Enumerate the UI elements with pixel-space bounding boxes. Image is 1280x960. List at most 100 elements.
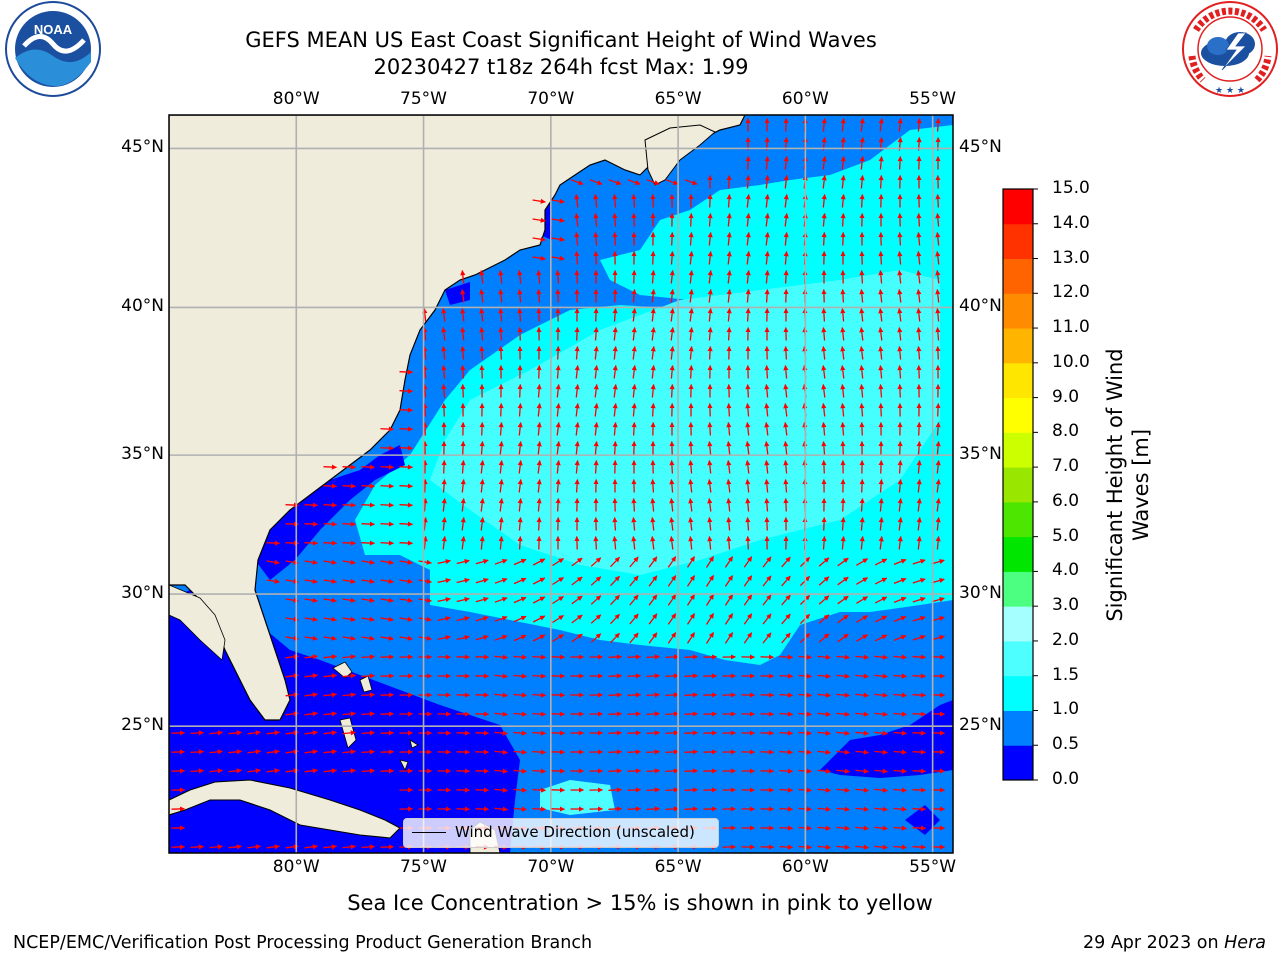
wave-direction-arrow [612,307,618,322]
colorbar-segment [1003,675,1033,711]
wave-direction-arrow [686,575,696,587]
wave-direction-arrow [441,402,447,417]
wave-direction-arrow [441,326,447,341]
wave-direction-arrow [422,326,428,341]
wave-direction-arrow [460,497,466,512]
wave-direction-arrow [818,595,830,605]
wave-direction-arrow [593,212,599,227]
wave-direction-arrow [380,616,394,622]
wave-direction-arrow [593,307,599,322]
colorbar-tick-label: 0.0 [1052,769,1080,789]
wave-direction-arrow [893,654,908,660]
wave-direction-arrow [897,269,903,284]
wave-direction-arrow [494,787,509,793]
wave-direction-arrow [479,326,485,341]
wave-direction-arrow [707,269,713,284]
map-tick-label: 55°W [909,89,957,109]
wave-direction-arrow [855,787,870,793]
wave-direction-arrow [361,616,375,622]
wave-direction-arrow [840,117,846,132]
wave-direction-arrow [856,558,869,566]
wave-direction-arrow [608,749,623,755]
wave-direction-arrow [665,692,680,698]
wave-direction-arrow [517,402,523,417]
wave-direction-arrow [764,193,770,208]
wave-direction-arrow [304,749,319,755]
wave-direction-arrow [726,478,732,493]
wave-direction-arrow [646,654,661,660]
wave-direction-arrow [650,250,656,265]
wave-direction-arrow [593,440,599,455]
wave-direction-arrow [916,440,922,455]
wave-direction-arrow [840,345,846,360]
wave-direction-arrow [593,250,599,265]
wave-direction-arrow [688,478,694,493]
wave-direction-arrow [707,421,713,436]
wave-direction-arrow [627,787,642,793]
wave-direction-arrow [399,597,413,603]
wave-direction-arrow [266,559,280,565]
nws-logo-icon: ★ ★ ★ [1182,1,1278,97]
colorbar-tick-label: 14.0 [1052,212,1090,233]
wave-direction-arrow [441,516,447,531]
wave-direction-arrow [460,440,466,455]
wave-direction-arrow [935,459,941,474]
wave-direction-arrow [456,597,470,603]
map-tick-label: 70°W [527,89,575,109]
wave-direction-arrow [743,632,753,644]
wave-direction-arrow [783,440,789,455]
wave-direction-arrow [304,654,319,660]
wave-direction-arrow [475,559,489,565]
wave-direction-arrow [498,326,504,341]
wave-direction-arrow [667,575,677,587]
wave-direction-arrow [422,345,428,360]
wave-direction-arrow [479,269,485,284]
wave-direction-arrow [764,269,770,284]
wave-direction-arrow [593,402,599,417]
wave-direction-arrow [707,516,713,531]
colorbar-segment [1003,397,1033,433]
wave-direction-arrow [762,556,772,568]
wave-direction-arrow [228,768,243,774]
wave-direction-arrow [893,806,908,812]
wave-direction-arrow [745,402,751,417]
wave-direction-arrow [859,307,865,322]
wave-direction-arrow [859,117,865,132]
wave-direction-arrow [513,768,528,774]
wave-direction-arrow [783,269,789,284]
wave-direction-arrow [726,440,732,455]
wave-direction-arrow [779,787,794,793]
wave-direction-arrow [323,578,337,584]
wave-direction-arrow [380,464,395,470]
wave-direction-arrow [571,633,583,643]
colorbar-segment [1003,432,1033,468]
wave-direction-arrow [836,768,851,774]
wave-direction-arrow [399,388,414,394]
wave-direction-arrow [724,613,734,625]
wave-direction-arrow [667,613,677,625]
wave-direction-arrow [650,516,656,531]
wave-direction-arrow [631,193,637,208]
wave-direction-arrow [646,787,661,793]
wave-direction-arrow [840,307,846,322]
wave-direction-arrow [513,615,527,623]
wave-direction-arrow [783,364,789,379]
colorbar [1003,188,1038,781]
wave-direction-arrow [342,521,357,527]
wave-direction-arrow [684,711,699,717]
colorbar-tick-label: 8.0 [1052,421,1080,442]
wave-direction-arrow [764,364,770,379]
wave-direction-arrow [836,673,851,679]
wave-direction-arrow [494,654,509,660]
wave-direction-arrow [532,236,546,242]
wave-direction-arrow [498,440,504,455]
wave-direction-arrow [380,426,395,432]
wave-direction-arrow [361,578,375,584]
wave-direction-arrow [705,575,715,587]
wave-direction-arrow [667,594,677,606]
wave-direction-arrow [912,673,927,679]
wave-direction-arrow [498,535,504,550]
wave-direction-arrow [859,326,865,341]
wave-direction-arrow [266,844,280,850]
wave-direction-arrow [631,402,637,417]
